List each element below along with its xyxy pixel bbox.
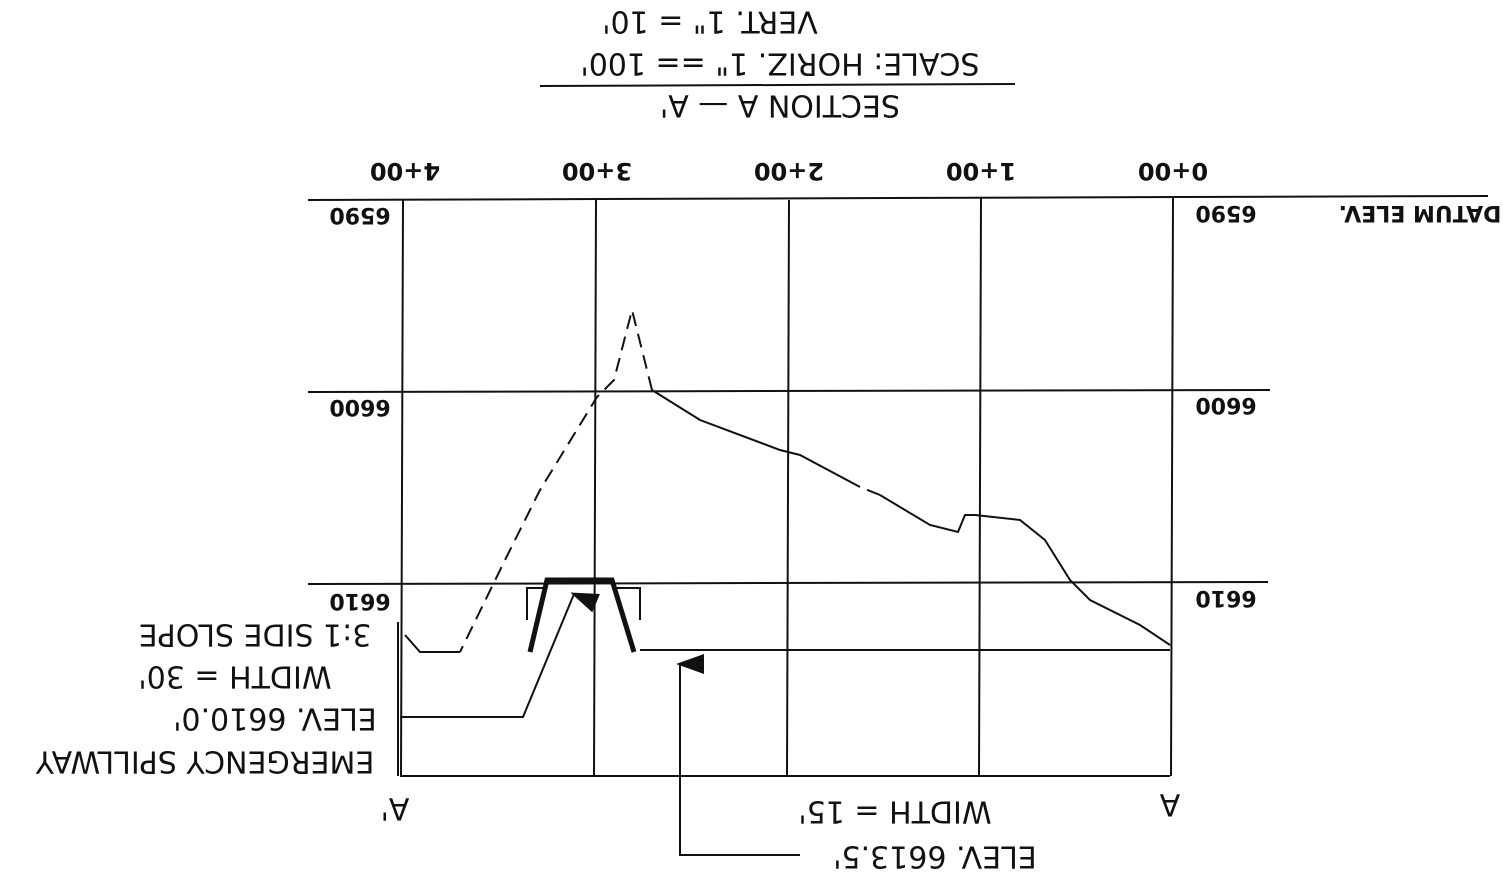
title-underline [539,83,1016,87]
existing-ground [459,309,653,653]
ground-line [651,389,861,488]
leader [400,592,600,718]
grid-line [400,199,404,777]
grid-line [786,199,790,777]
label: 6600 [329,394,390,419]
label: WIDTH = 30' [138,659,331,694]
leader [676,654,800,856]
label: 6590 [329,202,390,227]
label: A [1159,787,1180,822]
labels: SECTION A — A' SCALE: HORIZ. 1" == 100' VE… [35,4,1501,874]
label: 1+00 [946,157,1016,185]
leaders [397,592,800,856]
label: 3:1 SIDE SLOPE [139,617,372,652]
label: ELEV. 6610.0' [173,701,377,736]
label: A' [381,791,410,826]
label: 6590 [1195,200,1256,225]
label: WIDTH = 15' [798,794,991,829]
ground-line [404,634,460,653]
spillway-channel [527,577,637,653]
grid-line [1170,197,1174,777]
label: ELEV. 6613.5' [833,839,1037,874]
label: DATUM ELEV. [1339,200,1502,225]
ground-profile [404,309,1171,653]
label: SECTION A — A' [660,88,900,123]
label: 0+00 [1138,157,1208,185]
label: 6610 [329,588,390,613]
label: 2+00 [754,157,824,185]
ground-line [879,494,1171,646]
grid-line [307,195,1489,201]
grid-line [593,199,597,777]
ground-line [859,486,881,496]
grid-line [978,197,982,777]
slope-triangle [526,587,547,620]
slope-triangle [612,587,641,620]
grid [307,83,1489,777]
label: EMERGENCY SPILLWAY [35,744,374,779]
label: VERT. 1" = 10' [602,4,818,39]
label: 6600 [1195,392,1256,417]
label: SCALE: HORIZ. 1" == 100' [580,46,979,81]
label: 6610 [1195,585,1256,610]
label: 3+00 [562,157,632,185]
label: 4+00 [370,157,440,185]
